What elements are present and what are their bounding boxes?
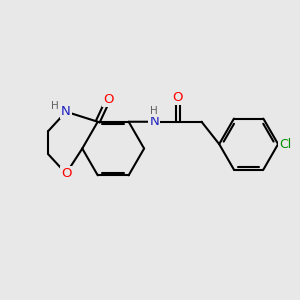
Text: Cl: Cl: [279, 138, 292, 151]
Text: O: O: [173, 91, 183, 104]
Text: H: H: [51, 101, 59, 111]
Text: O: O: [61, 167, 71, 180]
Text: N: N: [61, 105, 71, 118]
Text: H: H: [150, 106, 158, 116]
Text: N: N: [149, 115, 159, 128]
Text: O: O: [103, 93, 113, 106]
